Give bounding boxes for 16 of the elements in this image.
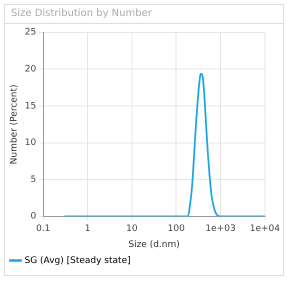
x-tick-label: 100	[168, 224, 186, 234]
chart-title: Size Distribution by Number	[5, 5, 283, 24]
y-axis-title: Number (Percent)	[10, 84, 20, 164]
x-tick-label: 1e+04	[250, 224, 280, 234]
y-tick-label: 15	[24, 101, 36, 112]
y-tick-label: 10	[24, 138, 37, 148]
y-tick-label: 25	[24, 28, 36, 38]
x-tick-label: 1	[84, 224, 90, 234]
y-tick-label: 5	[30, 174, 36, 185]
y-tick-label: 20	[24, 64, 37, 75]
y-tick-label: 0	[30, 212, 37, 222]
legend-label: SG (Avg) [Steady state]	[24, 256, 131, 266]
x-tick-label: 10	[126, 224, 138, 234]
x-axis-title: Size (d.nm)	[128, 240, 180, 250]
x-tick-label: 1e+03	[205, 224, 236, 234]
x-tick-label: 0.1	[36, 224, 50, 234]
